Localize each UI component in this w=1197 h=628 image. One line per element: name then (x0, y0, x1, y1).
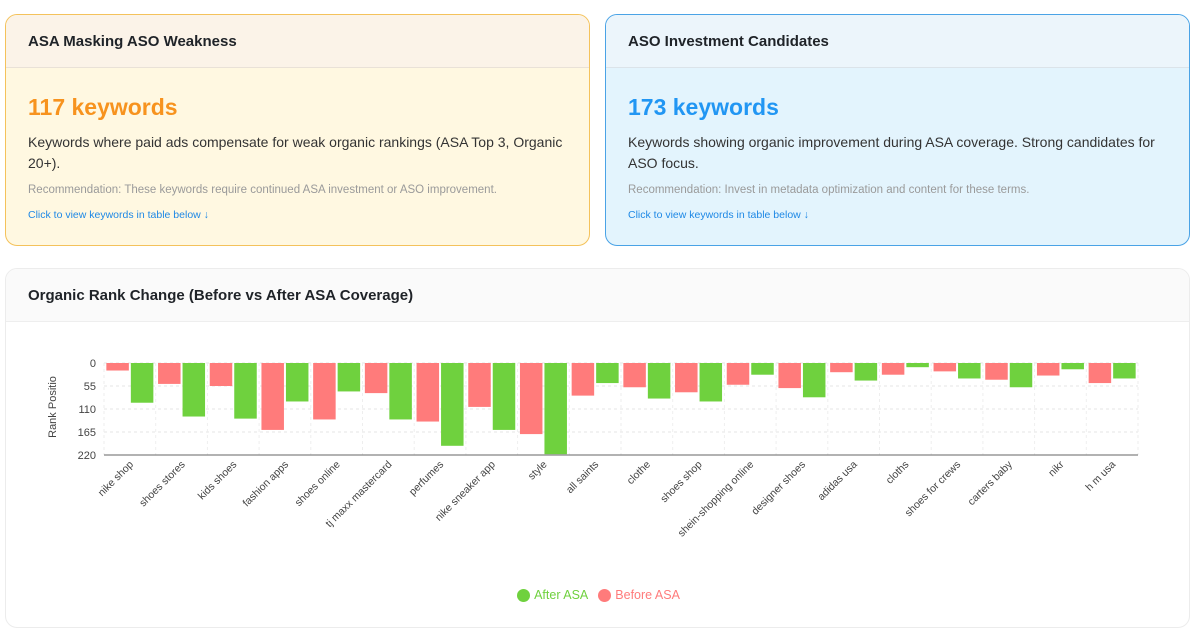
card-recommendation: Recommendation: Invest in metadata optim… (628, 184, 1030, 196)
y-tick-label: 110 (78, 404, 96, 416)
bar-after-asa (596, 363, 619, 384)
bar-before-asa (313, 363, 336, 420)
x-tick-label: shoes stores (137, 459, 188, 510)
bar-after-asa (751, 363, 774, 375)
y-tick-label: 0 (90, 358, 96, 370)
bar-before-asa (830, 363, 853, 373)
bar-before-asa (519, 363, 543, 435)
bar-before-asa (675, 363, 698, 393)
bar-before-asa (209, 363, 233, 386)
y-tick-label: 165 (78, 427, 96, 439)
legend-label-before: Before ASA (615, 588, 680, 602)
x-tick-label: shoes for crews (903, 459, 963, 519)
bar-after-asa (130, 363, 154, 403)
bar-after-asa (1061, 363, 1084, 370)
bar-after-asa (647, 363, 671, 399)
bar-after-asa (182, 363, 206, 417)
legend-item-before[interactable]: Before ASA (598, 588, 680, 602)
bar-before-asa (364, 363, 388, 394)
legend-label-after: After ASA (534, 588, 589, 602)
bar-after-asa (958, 363, 981, 379)
bar-before-asa (623, 363, 646, 388)
bar-before-asa (1088, 363, 1112, 384)
x-tick-label: nikr (1046, 458, 1067, 479)
x-tick-label: designer shoes (749, 459, 808, 518)
bar-before-asa (726, 363, 750, 385)
bar-after-asa (234, 363, 257, 419)
legend-swatch-before (598, 588, 612, 602)
card-title: ASA Masking ASO Weakness (6, 15, 589, 68)
bar-before-asa (106, 363, 129, 371)
x-tick-label: shoes shop (658, 459, 705, 506)
x-tick-label: shoes online (293, 459, 343, 509)
bar-before-asa (571, 363, 595, 396)
y-tick-label: 220 (78, 450, 96, 462)
x-tick-label: clothe (625, 459, 653, 487)
bar-after-asa (441, 363, 464, 446)
card-recommendation: Recommendation: These keywords require c… (28, 184, 497, 196)
x-tick-label: perfumes (407, 459, 446, 498)
bar-before-asa (158, 363, 181, 384)
x-tick-label: style (526, 459, 550, 483)
y-tick-label: 55 (84, 381, 96, 393)
bar-after-asa (337, 363, 361, 392)
aso-investment-card: ASO Investment Candidates 173 keywords K… (605, 14, 1190, 246)
bar-after-asa (1009, 363, 1033, 388)
rank-change-chart-card: Organic Rank Change (Before vs After ASA… (5, 268, 1190, 628)
x-tick-label: kids shoes (196, 459, 240, 503)
legend-item-after[interactable]: After ASA (517, 588, 588, 602)
x-tick-label: all saints (564, 459, 601, 496)
bar-after-asa (802, 363, 826, 398)
bar-before-asa (933, 363, 957, 372)
chart-title: Organic Rank Change (Before vs After ASA… (6, 269, 1189, 322)
x-tick-label: nike shop (96, 459, 136, 499)
card-description: Keywords where paid ads compensate for w… (28, 134, 563, 171)
x-tick-label: h m usa (1083, 459, 1118, 494)
bar-after-asa (854, 363, 878, 381)
x-tick-label: cloths (884, 459, 912, 487)
chart-legend: After ASA Before ASA (6, 588, 1189, 602)
bar-after-asa (699, 363, 723, 402)
keyword-count: 173 keywords (628, 94, 779, 120)
bar-before-asa (881, 363, 905, 375)
card-title: ASO Investment Candidates (606, 15, 1189, 68)
bar-after-asa (1113, 363, 1136, 379)
bar-before-asa (468, 363, 491, 407)
keyword-count: 117 keywords (28, 94, 178, 120)
asa-masking-card: ASA Masking ASO Weakness 117 keywords Ke… (5, 14, 590, 246)
bar-before-asa (778, 363, 801, 389)
legend-swatch-after (517, 588, 531, 602)
x-tick-label: fashion apps (240, 459, 291, 510)
x-tick-label: adidas usa (815, 459, 860, 504)
bar-after-asa (544, 363, 567, 455)
x-tick-label: carters baby (966, 458, 1016, 508)
view-keywords-link[interactable]: Click to view keywords in table below ↓ (28, 209, 209, 221)
bar-before-asa (985, 363, 1008, 380)
bar-before-asa (1036, 363, 1060, 376)
bar-after-asa (906, 363, 929, 368)
card-description: Keywords showing organic improvement dur… (628, 134, 1155, 171)
bar-after-asa (285, 363, 309, 402)
bar-after-asa (492, 363, 516, 430)
view-keywords-link[interactable]: Click to view keywords in table below ↓ (628, 209, 809, 221)
bar-before-asa (261, 363, 284, 430)
bar-after-asa (389, 363, 412, 420)
y-axis-label: Rank Positio (47, 376, 59, 438)
bar-before-asa (416, 363, 440, 422)
